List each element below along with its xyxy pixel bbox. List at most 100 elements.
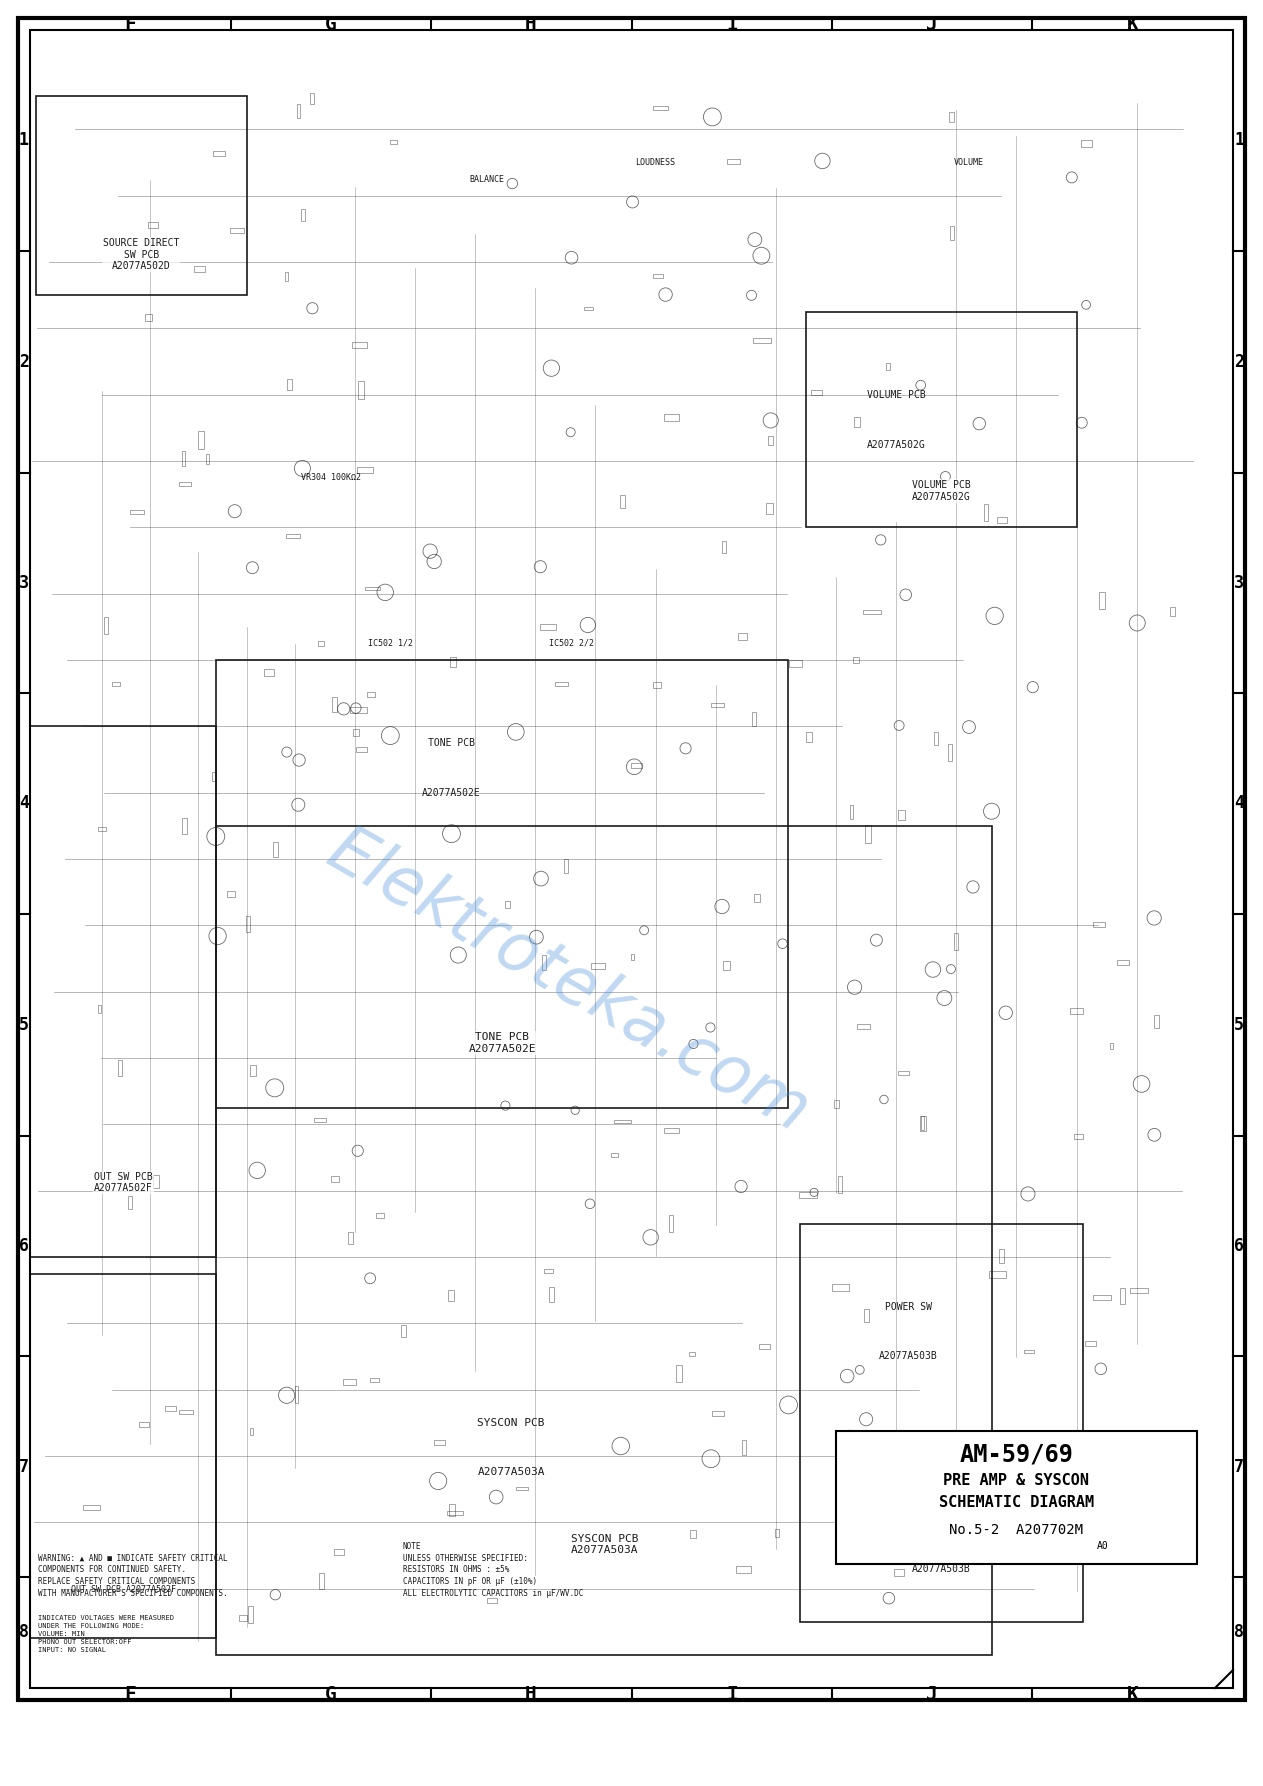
Bar <box>264 668 274 675</box>
Bar <box>249 1606 253 1622</box>
Bar <box>724 961 730 970</box>
Text: SCHEMATIC DIAGRAM: SCHEMATIC DIAGRAM <box>938 1495 1094 1511</box>
Text: G: G <box>325 14 337 34</box>
Bar <box>165 1406 177 1411</box>
Bar <box>30 727 216 1257</box>
Bar <box>99 827 106 830</box>
Bar <box>227 891 235 897</box>
Bar <box>690 1531 696 1538</box>
Text: K: K <box>1127 1684 1138 1704</box>
Bar <box>549 1286 554 1302</box>
Bar <box>832 1284 849 1291</box>
Bar <box>711 704 724 707</box>
Text: 3: 3 <box>1234 573 1244 591</box>
Bar <box>653 682 661 688</box>
Bar <box>145 314 152 321</box>
Bar <box>37 96 246 295</box>
Bar <box>898 1072 908 1075</box>
Bar <box>541 623 556 630</box>
Text: F: F <box>125 1684 136 1704</box>
Text: WARNING: ▲ AND ■ INDICATE SAFETY CRITICAL
COMPONENTS FOR CONTINUED SAFETY.
REPLA: WARNING: ▲ AND ■ INDICATE SAFETY CRITICA… <box>38 1554 227 1598</box>
Bar <box>836 1431 1197 1565</box>
Bar <box>1120 1288 1125 1304</box>
Bar <box>1154 1014 1159 1029</box>
Text: NOTE
UNLESS OTHERWISE SPECIFIED:
RESISTORS IN OHMS : ±5%
CAPACITORS IN pF OR μF : NOTE UNLESS OTHERWISE SPECIFIED: RESISTO… <box>403 1541 584 1598</box>
Text: K: K <box>1127 14 1138 34</box>
Bar <box>230 229 244 234</box>
Text: 4: 4 <box>19 795 29 813</box>
Bar <box>565 859 567 873</box>
Bar <box>947 1538 961 1541</box>
Bar <box>765 504 773 514</box>
Bar <box>350 707 368 713</box>
Bar <box>30 1273 216 1638</box>
Bar <box>365 588 380 589</box>
Text: 2: 2 <box>1234 352 1244 371</box>
Text: 6: 6 <box>19 1238 29 1256</box>
Text: A2077A502E: A2077A502E <box>422 788 480 798</box>
Bar <box>759 1345 769 1348</box>
Bar <box>630 954 634 959</box>
Bar <box>357 468 373 473</box>
Bar <box>342 1379 356 1386</box>
Bar <box>352 729 359 736</box>
Text: I: I <box>726 14 738 34</box>
Bar <box>148 221 158 229</box>
Text: 7: 7 <box>1234 1457 1244 1475</box>
Bar <box>806 313 1076 527</box>
Text: SYSCON PCB
A2077A503A: SYSCON PCB A2077A503A <box>571 1534 638 1556</box>
Bar <box>212 772 216 780</box>
Bar <box>894 1570 904 1575</box>
Bar <box>933 732 938 745</box>
Bar <box>989 1272 1005 1279</box>
Bar <box>854 418 860 427</box>
Text: Elektroteka.com: Elektroteka.com <box>316 818 821 1147</box>
Bar <box>198 432 203 450</box>
Bar <box>216 661 788 1107</box>
Bar <box>738 634 746 639</box>
Bar <box>775 1529 779 1538</box>
Bar <box>250 1064 256 1075</box>
Bar <box>433 1440 445 1445</box>
Bar <box>239 1615 248 1622</box>
Text: G: G <box>325 1684 337 1704</box>
Bar <box>653 275 663 279</box>
Text: A2077A503B: A2077A503B <box>879 1352 937 1361</box>
Bar <box>99 1006 101 1013</box>
Bar <box>335 1548 345 1554</box>
Text: A2077A502G: A2077A502G <box>866 439 926 450</box>
Text: 4: 4 <box>1234 795 1244 813</box>
Bar <box>839 1175 841 1193</box>
Bar <box>664 414 679 421</box>
Bar <box>402 1325 405 1338</box>
Bar <box>128 1197 131 1209</box>
Bar <box>357 380 364 398</box>
Text: VR304 100KΩ2: VR304 100KΩ2 <box>301 473 361 482</box>
Bar <box>712 1411 724 1416</box>
Bar <box>806 732 812 743</box>
Bar <box>753 713 755 727</box>
Bar <box>390 141 398 145</box>
Bar <box>919 1116 926 1131</box>
Bar <box>584 307 592 309</box>
Bar <box>318 1573 325 1590</box>
Bar <box>368 691 375 698</box>
Bar <box>294 1386 298 1404</box>
Bar <box>1094 922 1105 927</box>
Bar <box>864 611 882 614</box>
Bar <box>153 1175 159 1188</box>
Bar <box>653 105 668 111</box>
Text: IC502 2/2: IC502 2/2 <box>549 639 594 648</box>
Bar <box>921 1116 925 1131</box>
Text: 8: 8 <box>19 1623 29 1641</box>
Bar <box>246 916 250 932</box>
Bar <box>450 657 456 666</box>
Bar <box>297 104 301 118</box>
Bar <box>834 1100 839 1109</box>
Bar <box>620 495 625 509</box>
Text: PRE AMP & SYSCON: PRE AMP & SYSCON <box>943 1473 1090 1488</box>
Text: INDICATED VOLTAGES WERE MEASURED
UNDER THE FOLLOWING MODE:
VOLUME: MIN
PHONO OUT: INDICATED VOLTAGES WERE MEASURED UNDER T… <box>38 1615 174 1654</box>
Bar <box>332 697 337 713</box>
Bar <box>130 509 144 514</box>
Bar <box>193 266 205 273</box>
